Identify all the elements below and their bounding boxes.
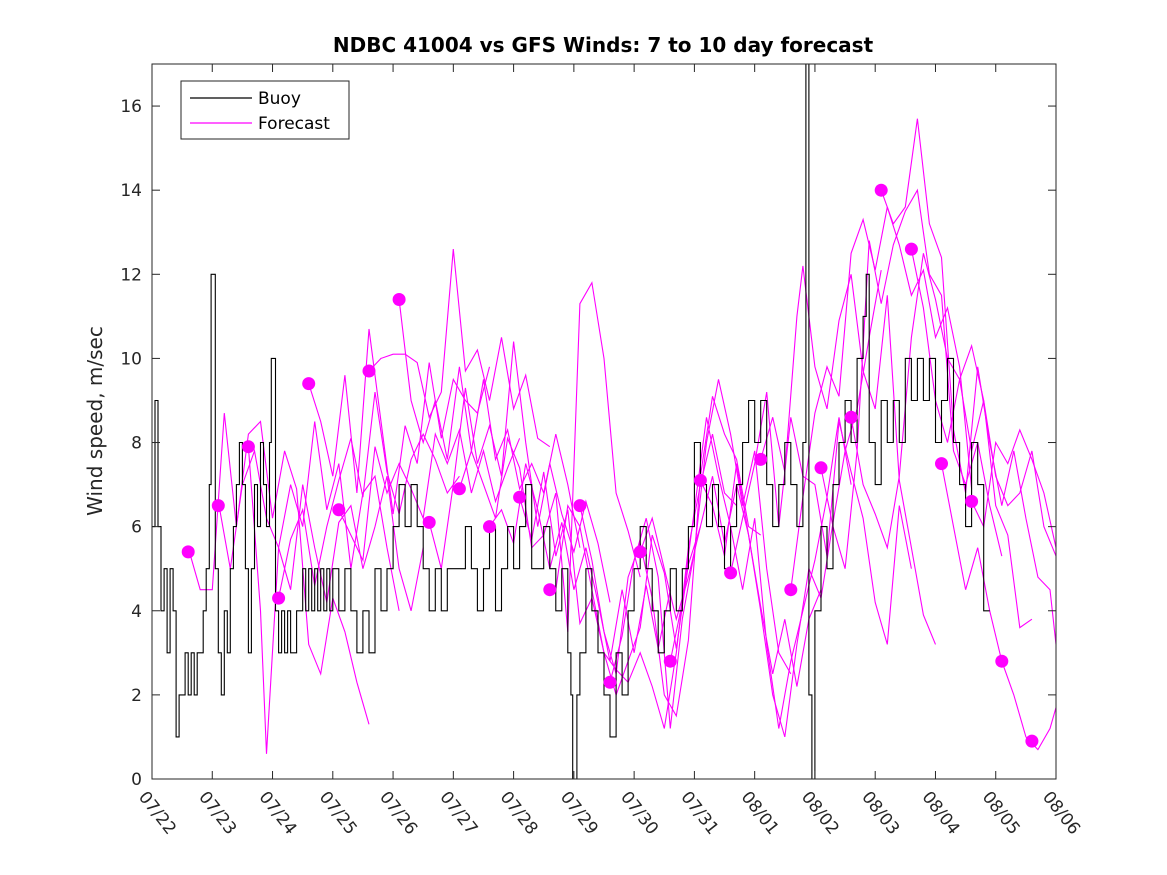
legend-buoy-label: Buoy [258,89,301,109]
y-tick-label-16: 16 [120,97,142,117]
forecast-marker-9 [422,515,436,529]
y-tick-label-8: 8 [131,434,142,454]
forecast-marker-18 [693,473,707,487]
forecast-line-21 [790,206,973,590]
axes-box [151,63,1057,780]
forecast-marker-1 [181,545,195,559]
forecast-marker-6 [332,503,346,517]
forecast-marker-8 [392,293,406,306]
y-tick-label-14: 14 [120,181,142,201]
forecast-marker-7 [362,364,376,378]
forecast-marker-26 [935,457,948,471]
forecast-marker-23 [844,410,858,424]
buoy-line [152,64,990,779]
forecast-marker-27 [965,494,979,508]
forecast-marker-20 [754,452,768,466]
forecast-line-3 [247,446,424,754]
forecast-line-2 [217,421,400,611]
forecast-marker-22 [814,461,828,475]
y-tick-label-10: 10 [120,349,142,369]
forecast-marker-5 [302,377,316,391]
forecast-marker-13 [543,583,557,597]
y-tick-label-12: 12 [120,265,142,285]
forecast-marker-4 [272,591,286,605]
forecast-line-20 [760,265,937,645]
y-tick-label-6: 6 [131,518,142,538]
forecast-marker-25 [904,242,918,256]
forecast-marker-28 [995,654,1009,668]
forecast-line-24 [880,118,1056,645]
forecast-marker-29 [1025,734,1039,748]
forecast-marker-11 [483,520,496,534]
legend: Buoy Forecast [180,80,350,140]
chart-title: NDBC 41004 vs GFS Winds: 7 to 10 day for… [333,33,874,57]
legend-box [180,80,350,140]
forecast-marker-21 [784,583,798,597]
forecast-marker-10 [452,482,466,496]
forecast-line-14 [579,396,762,718]
y-tick-label-4: 4 [131,602,142,622]
forecast-line-13 [555,433,737,729]
forecast-marker-19 [724,566,738,580]
forecast-marker-2 [211,499,225,513]
plot-inner [152,64,1056,779]
y-tick-label-2: 2 [131,686,142,706]
forecast-line-27 [971,428,1056,548]
plot-area [152,64,1056,779]
forecast-marker-12 [513,490,527,504]
forecast-line-6 [338,427,521,563]
forecast-line-4 [278,392,460,599]
legend-forecast-label: Forecast [258,114,330,134]
forecast-marker-24 [874,183,888,197]
y-axis-label: Wind speed, m/sec [83,326,107,516]
forecast-marker-3 [241,440,255,454]
forecast-marker-15 [603,675,617,689]
forecast-line-23 [850,253,1033,629]
forecast-line-5 [308,328,491,515]
forecast-marker-16 [633,545,647,559]
forecast-marker-17 [663,654,677,668]
forecast-marker-14 [573,499,587,513]
y-tick-label-0: 0 [131,770,142,790]
